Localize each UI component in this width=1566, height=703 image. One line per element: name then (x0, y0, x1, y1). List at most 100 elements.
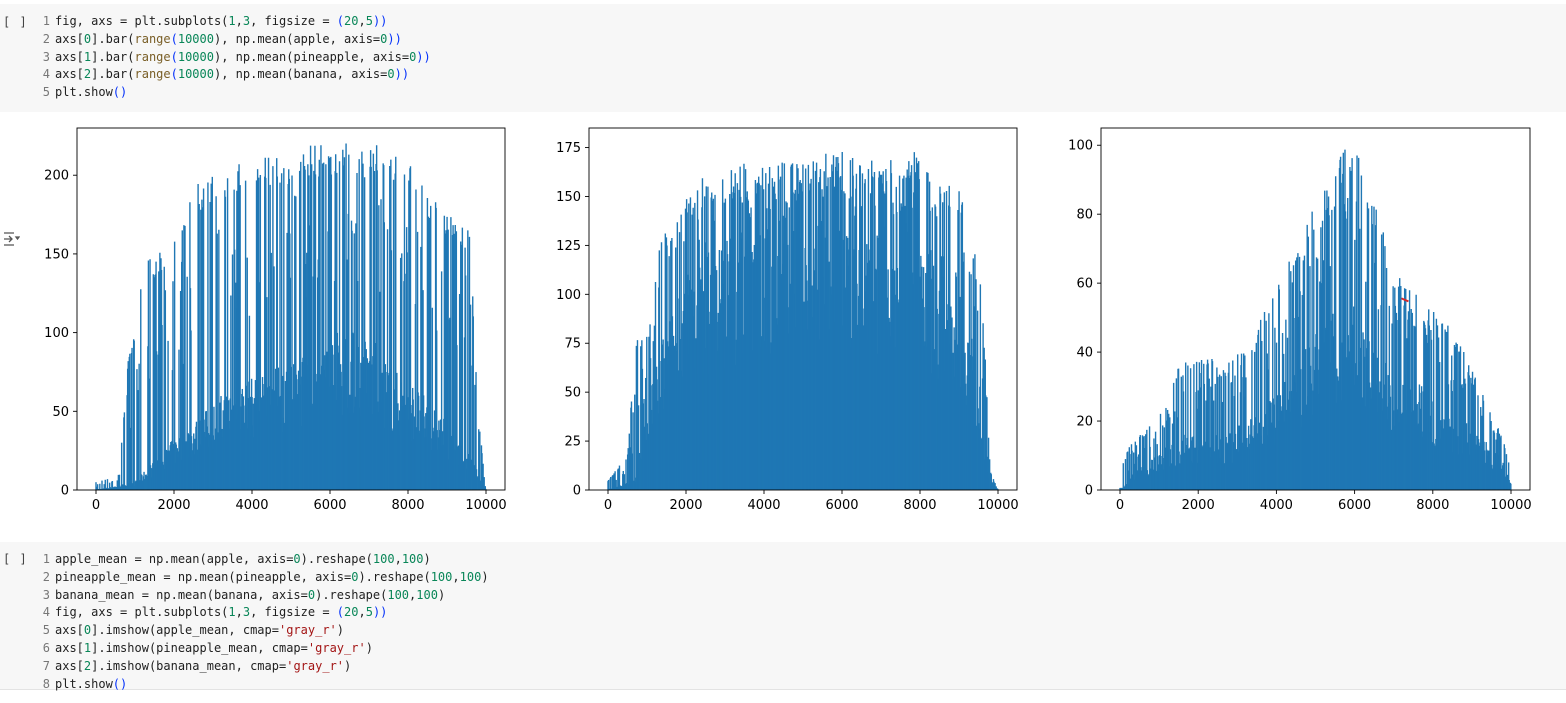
code-token: , figsize = (250, 14, 337, 28)
code-token: plt.show (55, 676, 113, 691)
code-token: axs[ (55, 31, 84, 46)
code-line: 4 axs[2].bar(range(10000), np.mean(banana… (36, 66, 431, 84)
code-token: 5 (365, 14, 373, 28)
code-token: range (134, 67, 171, 82)
x-tick-label: 6000 (1338, 498, 1371, 513)
code-token: ) (437, 587, 446, 602)
bars (95, 143, 487, 490)
code-token: 0 (387, 67, 395, 82)
y-tick-label: 60 (1076, 277, 1093, 292)
code-token: , (358, 14, 366, 28)
y-tick-label: 50 (52, 405, 69, 420)
code-token: 20 (344, 605, 359, 620)
bar-chart-1: 0 2000 4000 6000 8000 10000 0 50 100 150 200 (44, 127, 507, 513)
code-token: ].imshow(pineapple_mean, cmap= (91, 640, 308, 655)
run-cell-button[interactable]: [ ] (3, 552, 28, 566)
x-tick-label: 6000 (313, 498, 346, 513)
code-token: 2 (83, 67, 92, 82)
code-line: 8 plt.show() (36, 676, 489, 694)
y-tick-label: 40 (1076, 346, 1093, 361)
y-tick-label: 100 (556, 288, 581, 303)
code-token: ].imshow(banana_mean, cmap= (91, 658, 287, 673)
x-tick-label: 4000 (747, 498, 780, 513)
code-token: 'gray_r' (278, 623, 337, 638)
code-token: 0 (293, 552, 301, 566)
code-cell-2[interactable]: [ ] 1 apple_mean = np.mean(apple, axis=0)… (0, 542, 1566, 693)
code-token: 100 (430, 569, 453, 584)
code-token: () (112, 676, 128, 691)
y-tick-label: 25 (564, 435, 581, 450)
line-number: 3 (42, 587, 50, 602)
x-tick-label: 0 (604, 498, 612, 513)
code-line: 5 plt.show() (36, 84, 431, 102)
code-token: ].bar( (91, 49, 135, 64)
run-cell-button[interactable]: [ ] (3, 15, 28, 29)
code-token: 1 (228, 605, 236, 620)
code-token: plt.show (55, 85, 113, 100)
line-number: 1 (42, 14, 50, 28)
y-tick-label: 80 (1076, 208, 1093, 223)
bar-chart-2: 0 2000 4000 6000 8000 10000 0 25 50 75 100 125 150 17… (556, 127, 1019, 513)
code-token: ].bar( (91, 67, 135, 82)
code-token: axs[ (55, 623, 84, 638)
x-tick-label: 0 (1116, 498, 1124, 513)
x-tick-label: 8000 (1416, 498, 1449, 513)
code-token: fig, axs = plt.subplots( (55, 605, 229, 620)
code-token: ).reshape( (300, 552, 373, 566)
line-number: 3 (42, 49, 50, 64)
code-token: 10000 (177, 49, 214, 64)
code-token: 2 (83, 658, 92, 673)
code-editor[interactable]: 1 apple_mean = np.mean(apple, axis=0).res… (36, 551, 489, 693)
code-token: apple_mean = np.mean(apple, axis= (55, 552, 294, 566)
annotation-mark (1401, 297, 1409, 303)
code-cell-1[interactable]: [ ] 1 fig, axs = plt.subplots(1,3, figsiz… (0, 4, 1566, 112)
x-tick-label: 8000 (903, 498, 936, 513)
line-number: 1 (42, 552, 50, 566)
code-token: axs[ (55, 640, 84, 655)
code-token: ).reshape( (358, 569, 431, 584)
line-number: 7 (42, 658, 50, 673)
code-editor[interactable]: 1 fig, axs = plt.subplots(1,3, figsize = … (36, 13, 431, 102)
code-line: 1 apple_mean = np.mean(apple, axis=0).res… (36, 551, 489, 569)
code-token: ) (365, 640, 373, 655)
code-token: )) (372, 14, 388, 28)
code-token: ( (170, 49, 178, 64)
cell-output: 0 2000 4000 6000 8000 10000 0 50 100 150 200 0 2000 4… (0, 112, 1566, 542)
code-token: , figsize = (250, 605, 337, 620)
line-number: 2 (42, 569, 50, 584)
code-token: ) (481, 569, 489, 584)
code-line: 3 banana_mean = np.mean(banana, axis=0).r… (36, 587, 489, 605)
x-tick-label: 2000 (669, 498, 702, 513)
code-token: 1 (83, 640, 92, 655)
x-tick-label: 4000 (235, 498, 268, 513)
code-token: ).reshape( (315, 587, 388, 602)
code-token: ( (336, 605, 345, 620)
code-token: range (134, 31, 171, 46)
axes-frame (1100, 127, 1531, 491)
output-toggle-icon[interactable] (2, 230, 20, 248)
code-token: fig, axs = plt.subplots( (55, 14, 229, 28)
code-token: 0 (409, 49, 417, 64)
code-token: , (394, 552, 402, 566)
y-tick-label: 75 (564, 337, 581, 352)
code-token: ( (170, 67, 178, 82)
code-token: range (134, 49, 171, 64)
bars (1119, 149, 1512, 490)
x-tick-label: 8000 (391, 498, 424, 513)
axes-frame (76, 127, 506, 491)
code-token: 3 (242, 605, 251, 620)
line-number: 6 (42, 640, 50, 655)
code-token: 'gray_r' (286, 658, 345, 673)
line-number: 4 (42, 605, 50, 620)
code-token: axs[ (55, 67, 84, 82)
line-number: 4 (42, 67, 50, 82)
y-tick-label: 200 (44, 169, 69, 184)
code-token: ), np.mean(apple, axis= (213, 31, 381, 46)
code-token: axs[ (55, 49, 84, 64)
code-line: 1 fig, axs = plt.subplots(1,3, figsize = … (36, 13, 431, 31)
code-token: 0 (83, 31, 92, 46)
code-token: 0 (83, 623, 92, 638)
code-token: pineapple_mean = np.mean(pineapple, axis… (55, 569, 352, 584)
code-token: )) (416, 49, 431, 64)
